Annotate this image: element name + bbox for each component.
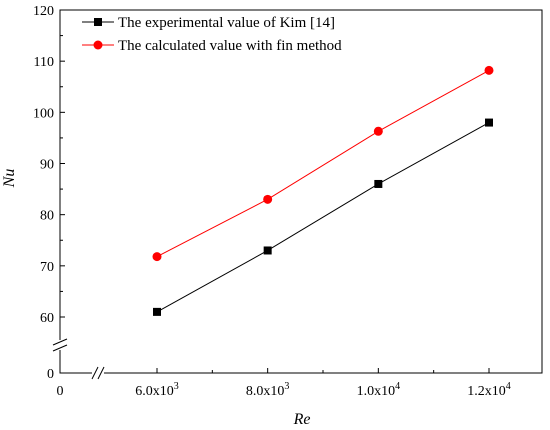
data-point [374, 179, 383, 188]
y-tick-label: 80 [40, 209, 54, 224]
x-tick-label: 6.0x103 [135, 381, 179, 399]
axis-breaks [52, 338, 105, 380]
legend-label: The calculated value with fin method [118, 38, 342, 54]
y-break-mark [52, 344, 68, 352]
series-2 [152, 65, 494, 262]
data-point [152, 252, 162, 262]
legend-marker [94, 18, 102, 26]
data-point [263, 194, 273, 204]
x-axis-title: Re [293, 411, 311, 428]
y-tick-label: 100 [33, 106, 54, 121]
data-point [484, 65, 494, 75]
x-axis-ticks: 0 6.0x103 8.0x103 1.0x104 1.2x104 [57, 368, 511, 399]
legend-item: The experimental value of Kim [14] [82, 15, 335, 31]
x-break-mark [91, 366, 99, 380]
legend-item: The calculated value with fin method [82, 38, 342, 54]
plot-border [59, 9, 543, 374]
y-tick-label-zero: 0 [47, 367, 54, 382]
legend: The experimental value of Kim [14] The ca… [82, 15, 342, 54]
series-group [152, 65, 494, 316]
x-break-mark [97, 366, 105, 380]
y-tick-label: 60 [40, 311, 54, 326]
plot-frame [59, 9, 543, 374]
y-tick-label: 110 [34, 55, 54, 70]
data-point [485, 118, 493, 127]
series-1 [153, 118, 493, 316]
data-point [263, 246, 272, 255]
y-axis-title: Nu [1, 169, 18, 189]
x-tick-label: 8.0x103 [246, 381, 290, 399]
y-tick-label: 90 [40, 158, 54, 173]
y-break-mark [52, 338, 68, 346]
x-tick-label: 1.2x104 [467, 381, 511, 399]
y-tick-label: 120 [33, 4, 54, 19]
x-tick-label-zero: 0 [57, 384, 64, 399]
data-point [373, 126, 383, 136]
x-tick-label: 1.0x104 [357, 381, 401, 399]
y-tick-label: 70 [40, 260, 54, 275]
series-line [156, 122, 490, 313]
legend-label: The experimental value of Kim [14] [118, 15, 335, 31]
x-break-gap [92, 366, 104, 380]
legend-marker [93, 40, 103, 50]
y-break-gap [52, 340, 68, 350]
y-axis-ticks: 60 70 80 90 100 110 120 0 [33, 4, 65, 382]
data-point [153, 307, 161, 316]
series-line [156, 69, 490, 258]
